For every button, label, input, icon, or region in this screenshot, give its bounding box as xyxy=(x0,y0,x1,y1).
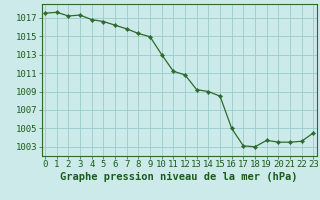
X-axis label: Graphe pression niveau de la mer (hPa): Graphe pression niveau de la mer (hPa) xyxy=(60,172,298,182)
